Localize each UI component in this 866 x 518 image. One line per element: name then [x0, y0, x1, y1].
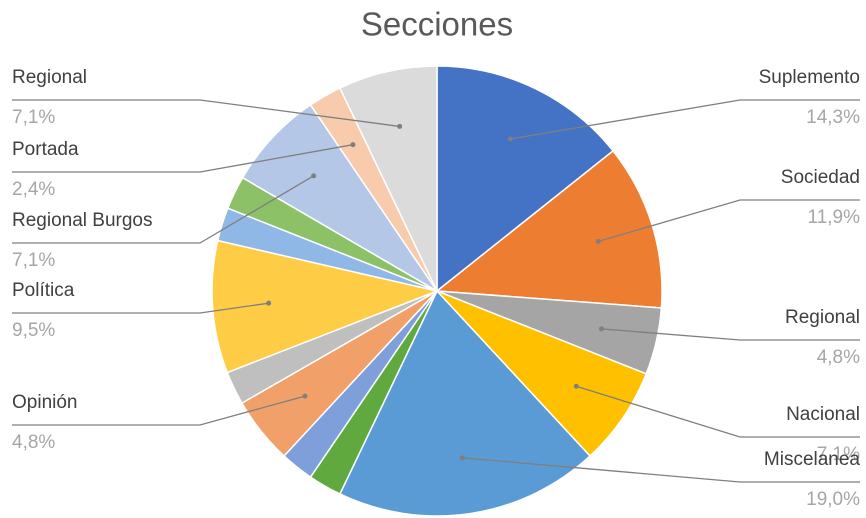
leader-line — [598, 199, 860, 243]
pie-slice — [211, 239, 440, 374]
leader-dot — [595, 238, 601, 244]
leader-dot — [598, 326, 604, 332]
leader-dot — [266, 300, 272, 306]
leader-dot — [507, 136, 513, 142]
slice-value-label: 11,9% — [808, 207, 861, 228]
pie-slice — [338, 289, 592, 517]
leader-line — [12, 395, 306, 426]
slice-value-label: 14,3% — [806, 107, 860, 128]
leader-dot — [397, 123, 403, 129]
slice-value-label: 7,1% — [12, 250, 55, 271]
pie-slice — [436, 65, 615, 293]
pie-slice — [436, 290, 648, 458]
slice-label: Miscelanea — [764, 449, 861, 470]
leader-line — [510, 99, 860, 140]
leader-dot — [459, 455, 465, 461]
slice-value-label: 4,8% — [12, 432, 55, 453]
slice-value-label: 7,1% — [12, 107, 55, 128]
leader-line — [462, 457, 860, 483]
slice-label: Regional — [785, 307, 860, 328]
chart-title: Secciones — [361, 6, 513, 43]
slice-value-label: 19,0% — [806, 489, 860, 510]
leader-line — [12, 144, 354, 173]
slice-value-label: 2,4% — [12, 179, 55, 200]
leader-line — [576, 385, 860, 438]
slice-label: Nacional — [786, 404, 860, 425]
slice-label: Opinión — [12, 392, 78, 413]
slice-value-label: 4,8% — [817, 347, 860, 368]
leader-line — [12, 302, 269, 314]
slice-label: Regional — [12, 67, 87, 88]
leader-line — [12, 99, 400, 128]
leader-line — [12, 175, 314, 244]
pie-slice — [435, 149, 663, 309]
slice-value-label: 9,5% — [12, 320, 55, 341]
pie-slice — [241, 103, 438, 292]
slice-label: Portada — [12, 139, 79, 160]
leader-dot — [573, 383, 579, 389]
leader-dot — [311, 173, 317, 179]
slice-label: Política — [12, 280, 75, 301]
slice-label: Regional Burgos — [12, 210, 152, 231]
slice-label: Suplemento — [759, 67, 860, 88]
slice-value-label: 7,1% — [817, 444, 860, 465]
leader-dot — [350, 142, 356, 148]
slice-label: Sociedad — [781, 167, 860, 188]
leader-dot — [302, 393, 308, 399]
leader-line — [601, 328, 860, 341]
